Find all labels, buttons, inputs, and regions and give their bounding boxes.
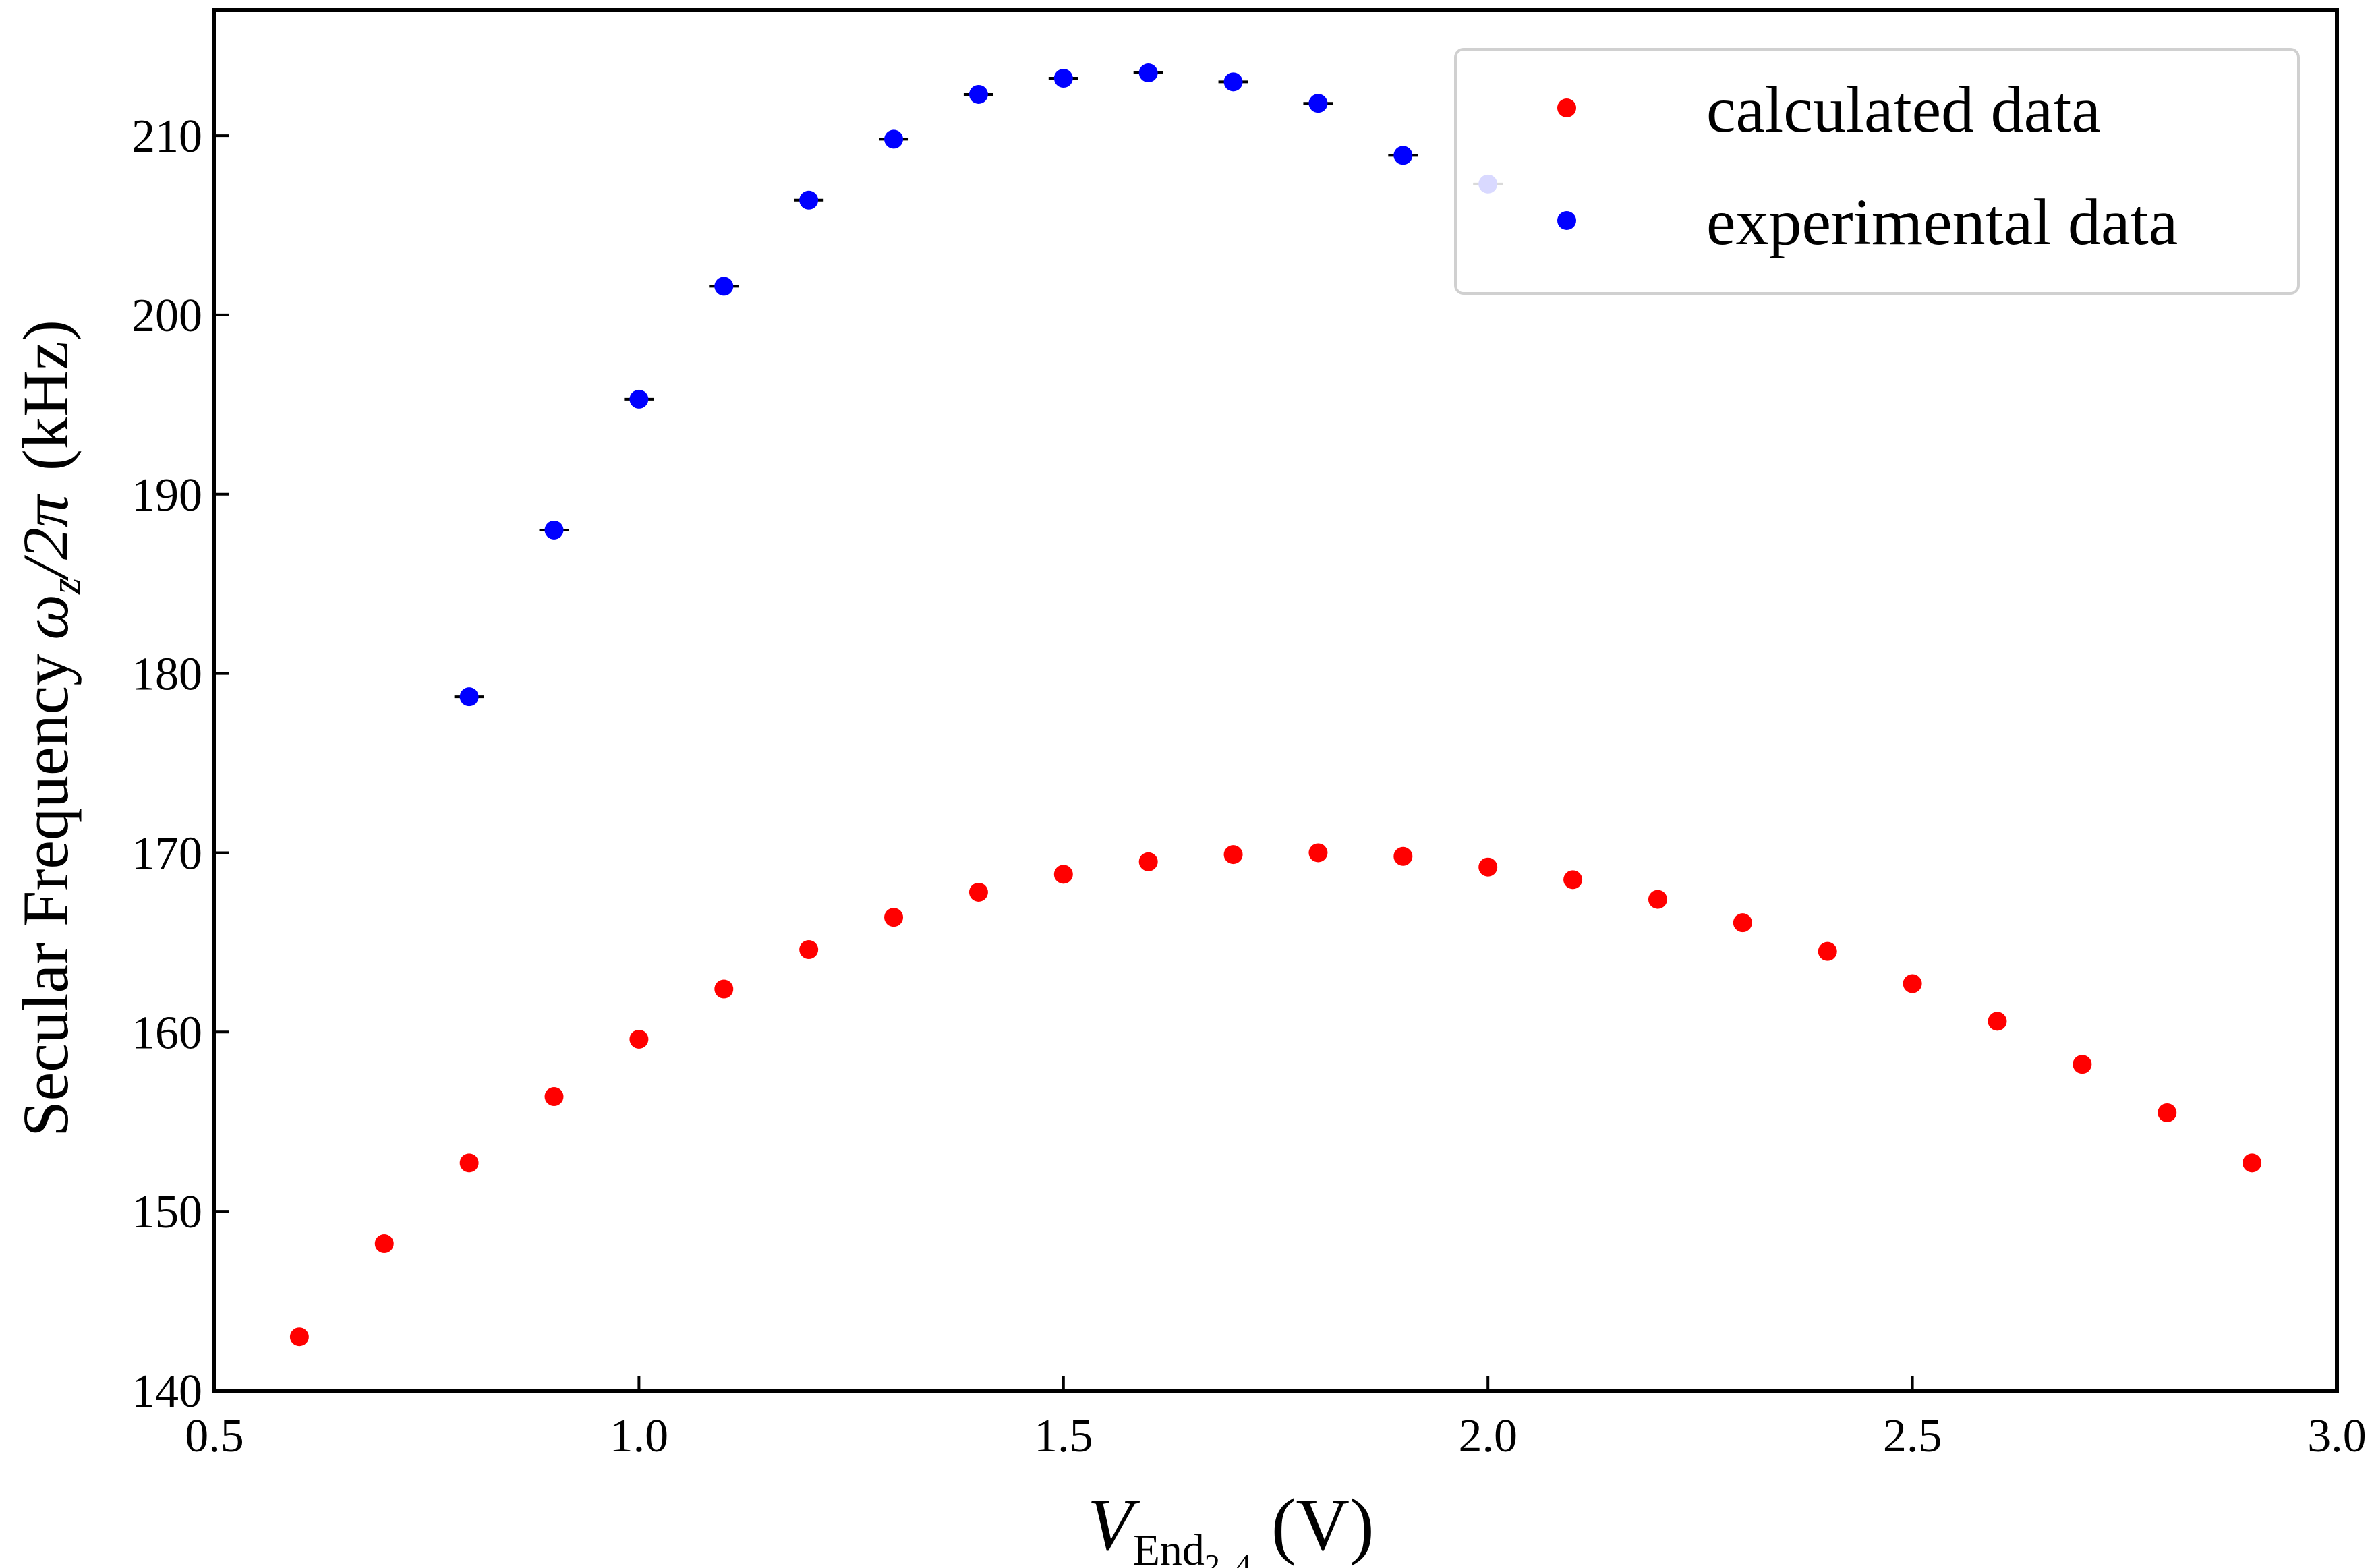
calculated-data-point [1138, 852, 1158, 871]
plot-frame [212, 8, 2339, 1393]
legend-label-experimental: experimental data [1706, 186, 2178, 259]
calculated-data-point [714, 979, 734, 999]
calculated-data-point [799, 940, 819, 960]
experimental-data-point [1053, 69, 1073, 88]
experimental-data-point [884, 129, 904, 149]
calculated-data-point [459, 1153, 479, 1173]
y-tick-label: 140 [132, 1366, 202, 1418]
calculated-data-point [2243, 1153, 2262, 1173]
y-label-suffix: /2π [9, 493, 82, 581]
calculated-data-point [1988, 1012, 2007, 1031]
calculated-data-point [968, 882, 988, 902]
x-label-main: V [1087, 1484, 1140, 1566]
y-label-sub: z [43, 578, 89, 595]
experimental-data-point [1223, 72, 1243, 92]
x-label-unit: (V) [1271, 1484, 1375, 1566]
experimental-data-point [714, 277, 734, 296]
x-tick-label: 2.0 [1458, 1410, 1517, 1462]
y-tick-label: 150 [132, 1186, 202, 1238]
x-tick-label: 3.0 [2307, 1410, 2367, 1462]
legend-label-calculated: calculated data [1706, 74, 2101, 146]
experimental-data-point [1393, 146, 1413, 165]
calculated-data-point [1308, 843, 1328, 863]
y-axis-label: Secular Frequency ωz/2π (kHz) [9, 320, 89, 1137]
calculated-data-point [2073, 1055, 2092, 1074]
x-tick-label: 0.5 [185, 1410, 244, 1462]
y-tick-label: 170 [132, 827, 202, 879]
y-label-symbol: ω [9, 594, 82, 640]
legend-marker-calculated [1557, 98, 1576, 117]
calculated-data-point [884, 908, 904, 927]
calculated-data-point [1648, 890, 1667, 909]
y-tick-label: 180 [132, 649, 202, 701]
x-tick-label: 1.0 [610, 1410, 669, 1462]
experimental-data-point [1308, 94, 1328, 113]
experimental-data-point [799, 190, 819, 210]
calculated-data-point [1393, 846, 1413, 866]
y-tick-label: 200 [132, 290, 202, 342]
calculated-data-point [1223, 845, 1243, 865]
calculated-data-point [2158, 1103, 2177, 1122]
experimental-data-point [629, 389, 649, 409]
x-tick-label: 2.5 [1883, 1410, 1942, 1462]
calculated-data-point [374, 1234, 394, 1254]
x-tick-label: 1.5 [1034, 1410, 1093, 1462]
calculated-data-point [1478, 857, 1498, 877]
calculated-data-series [289, 843, 2262, 1347]
x-axis-label: VEnd2, 4 (V) [1087, 1484, 1374, 1568]
x-label-sub: End [1133, 1526, 1205, 1568]
experimental-data-point [544, 520, 564, 540]
legend-marker-experimental [1557, 211, 1576, 230]
experimental-data-point [1138, 63, 1158, 83]
y-label-unit: (kHz) [9, 320, 82, 471]
experimental-data-point [459, 687, 479, 707]
y-tick-label: 160 [132, 1007, 202, 1059]
calculated-data-point [1053, 865, 1073, 884]
calculated-data-point [1818, 941, 1837, 961]
experimental-data-point [968, 84, 988, 104]
calculated-data-point [1563, 870, 1583, 890]
calculated-data-point [544, 1087, 564, 1107]
x-tick-labels: 0.5 1.0 1.5 2.0 2.5 3.0 [185, 1410, 2367, 1462]
x-label-subsub: 2, 4 [1205, 1548, 1251, 1568]
legend: calculated data experimental data [1454, 48, 2300, 295]
legend-box [1454, 48, 2300, 295]
axis-ticks [213, 134, 2338, 1392]
y-tick-labels: 140 150 160 170 180 190 200 210 [132, 111, 202, 1418]
calculated-data-point [1903, 974, 1922, 993]
calculated-data-point [1733, 913, 1752, 933]
y-label-text: Secular Frequency [9, 654, 82, 1137]
calculated-data-point [629, 1029, 649, 1049]
y-tick-label: 190 [132, 469, 202, 521]
calculated-data-point [289, 1327, 309, 1347]
y-tick-label: 210 [132, 111, 202, 163]
